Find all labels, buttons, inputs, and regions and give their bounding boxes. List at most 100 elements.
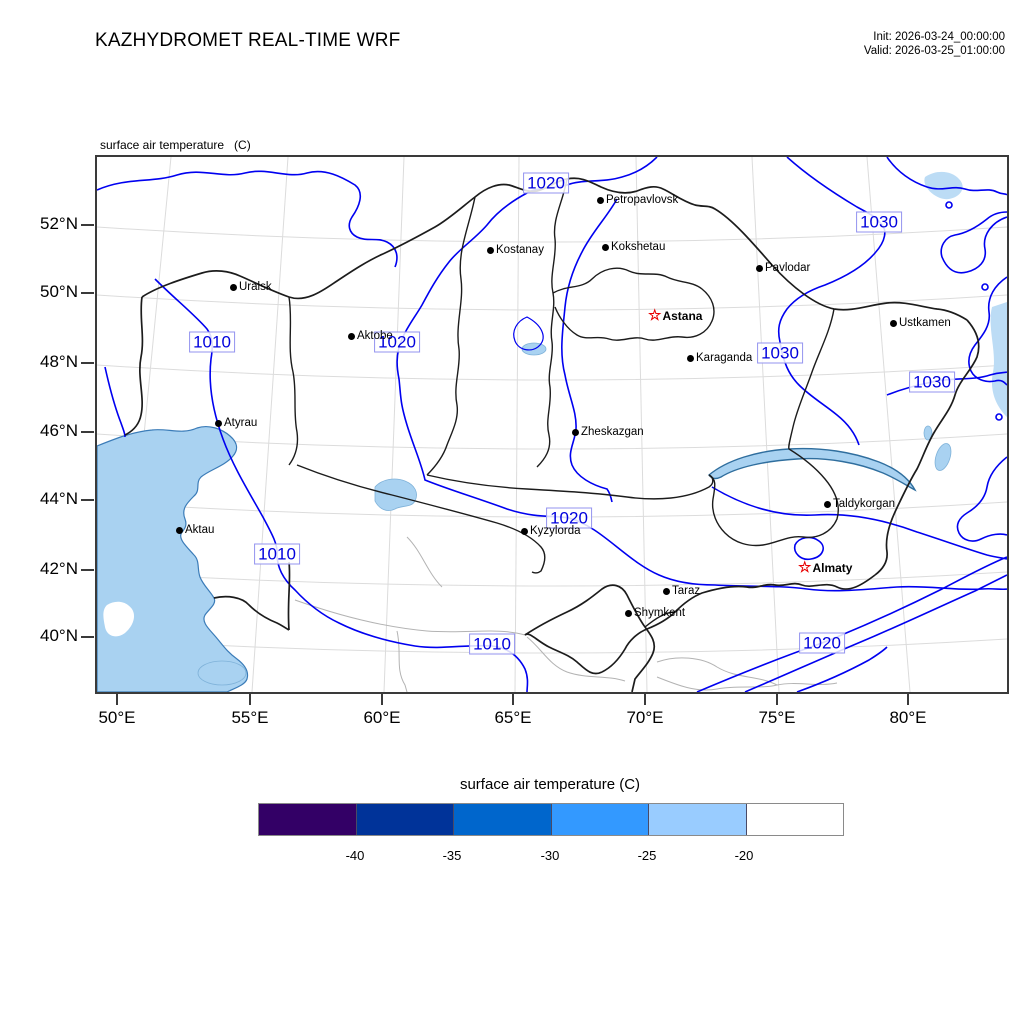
pressure-label: 1030 [909, 371, 955, 393]
city-marker: Pavlodar [756, 262, 810, 274]
lon-label: 70°E [626, 708, 664, 727]
city-dot-icon [602, 243, 609, 251]
map-panel: 1020 1030 1010 1020 1030 1030 1010 1020 … [95, 155, 1009, 694]
lon-label: 55°E [231, 708, 269, 727]
lon-label: 75°E [758, 708, 796, 727]
pressure-label: 1010 [469, 633, 515, 655]
city-dot-icon [756, 264, 763, 272]
city-dot-icon [687, 354, 694, 362]
ne-snow-patch-1 [924, 171, 963, 200]
city-dot-icon [230, 283, 237, 291]
pressure-label: 1030 [856, 211, 902, 233]
city-label: Taldykorgan [833, 498, 896, 510]
pressure-label: 1010 [189, 331, 235, 353]
city-marker: Aktau [176, 524, 214, 536]
colorbar-segment [355, 804, 453, 835]
city-marker: Taraz [663, 585, 700, 597]
city-dot-icon [824, 500, 831, 508]
city-label: Aktobe [357, 330, 393, 342]
lat-label: 42°N [40, 559, 78, 578]
pressure-label: 1020 [374, 331, 420, 353]
caspian-sea [97, 425, 249, 692]
city-dot-icon [663, 587, 670, 595]
lat-tick [81, 431, 94, 433]
lake-balkhash [708, 447, 917, 492]
valid-time: Valid: 2026-03-25_01:00:00 [863, 45, 1005, 57]
colorbar-segment [259, 804, 356, 835]
page-title: KAZHYDROMET REAL-TIME WRF [95, 30, 401, 51]
foreign-borders [294, 536, 838, 692]
run-timestamps: Init: 2026-03-24_00:00:00 Valid: 2026-03… [864, 30, 1005, 58]
city-label: Ustkamen [899, 317, 951, 329]
city-marker: Kokshetau [602, 241, 665, 253]
lon-label: 60°E [363, 708, 401, 727]
city-dot-icon [572, 428, 579, 436]
lat-label: 48°N [40, 352, 78, 371]
lat-tick [81, 499, 94, 501]
capital-star-icon: ☆ [798, 559, 812, 576]
colorbar-tick: -40 [345, 848, 365, 863]
city-marker: Kostanay [487, 244, 544, 256]
water-bodies [97, 171, 1007, 692]
lake-alakol [934, 443, 952, 471]
lon-label: 65°E [494, 708, 532, 727]
city-dot-icon [625, 609, 632, 617]
city-label: Aktau [185, 524, 215, 536]
lon-tick [512, 692, 514, 705]
city-label: Pavlodar [765, 262, 811, 274]
city-marker: Ustkamen [890, 317, 951, 329]
lat-label: 40°N [40, 626, 78, 645]
capital-star-icon: ☆ [648, 307, 662, 324]
lake-sasykkol [923, 425, 933, 441]
city-marker: Taldykorgan [824, 498, 895, 510]
lat-tick [81, 362, 94, 364]
colorbar-segment [648, 804, 746, 835]
lat-label: 50°N [40, 282, 78, 301]
ne-snow-patch-2 [990, 302, 1007, 417]
aral-sea [374, 478, 417, 511]
lon-label: 50°E [98, 708, 136, 727]
kazakhstan-borders [124, 177, 980, 692]
city-dot-icon [890, 319, 897, 327]
lat-tick [81, 636, 94, 638]
city-marker: Karaganda [687, 352, 752, 364]
capital-city-marker: ☆ Almaty [798, 559, 852, 576]
colorbar-tick: -35 [442, 848, 462, 863]
capital-city-marker: ☆ Astana [648, 307, 703, 324]
city-label: Atyrau [224, 417, 258, 429]
city-label: Uralsk [239, 281, 272, 293]
subtitle-temperature: surface air temperature (C) [100, 138, 251, 152]
lon-tick [907, 692, 909, 705]
colorbar-tick: -20 [734, 848, 754, 863]
city-marker: Shymkent [625, 607, 685, 619]
city-marker: Aktobe [348, 330, 393, 342]
city-label: Shymkent [634, 607, 686, 619]
city-label: Karaganda [696, 352, 753, 364]
colorbar-segment [550, 804, 648, 835]
pressure-label: 1020 [546, 507, 592, 529]
map-canvas [97, 157, 1007, 692]
city-label: Taraz [672, 585, 701, 597]
city-label: Astana [662, 309, 703, 323]
city-dot-icon [215, 419, 222, 427]
city-label: Zheskazgan [581, 426, 644, 438]
lon-tick [249, 692, 251, 705]
lat-tick [81, 224, 94, 226]
city-dot-icon [597, 196, 604, 204]
pressure-label: 1010 [254, 543, 300, 565]
colorbar-title: surface air temperature (C) [459, 776, 641, 793]
city-marker: Uralsk [230, 281, 272, 293]
city-marker: Zheskazgan [572, 426, 644, 438]
kara-bogaz-gol [197, 660, 247, 686]
lat-tick [81, 292, 94, 294]
city-marker: Kyzylorda [521, 525, 581, 537]
caspian-island [103, 601, 135, 637]
lat-tick [81, 569, 94, 571]
city-label: Kokshetau [611, 241, 666, 253]
lon-tick [381, 692, 383, 705]
lon-label: 80°E [889, 708, 927, 727]
city-label: Petropavlovsk [606, 194, 679, 206]
lat-label: 46°N [40, 421, 78, 440]
colorbar [258, 803, 844, 836]
